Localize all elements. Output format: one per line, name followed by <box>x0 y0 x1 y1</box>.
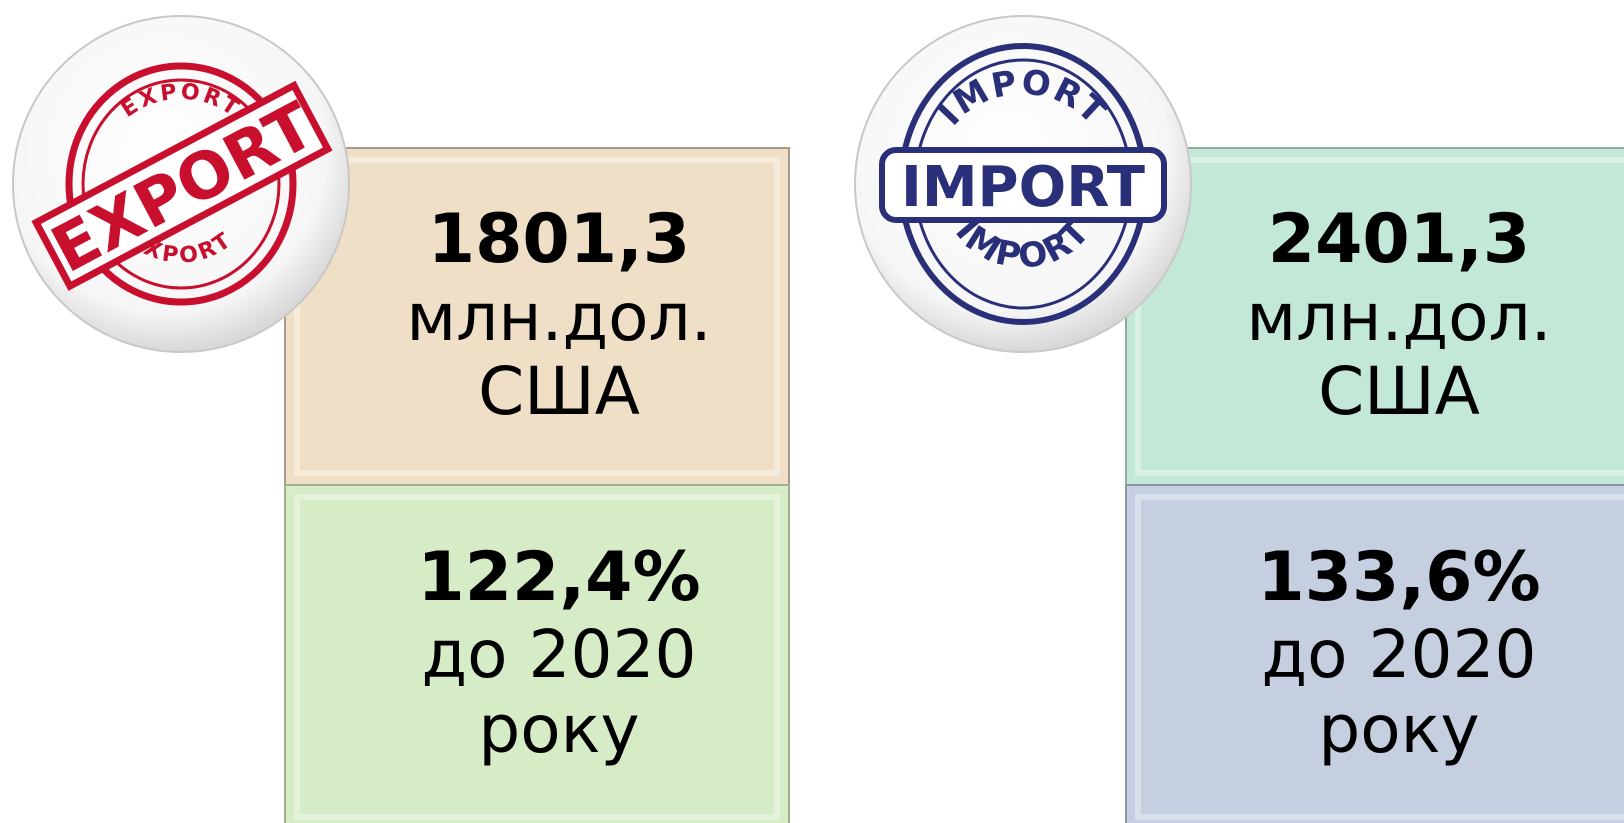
percent: 133,6% <box>1257 538 1540 617</box>
unit: млн.дол. <box>1246 279 1551 356</box>
value: 1801,3 <box>428 200 690 279</box>
infographic: 1801,3 млн.дол. США 122,4% до 2020 року … <box>0 0 1624 823</box>
compare: року <box>478 691 639 768</box>
unit: США <box>478 353 640 430</box>
import-stamp: IMPORT IMPORT IMPORT <box>855 16 1191 352</box>
export-panel: 1801,3 млн.дол. США 122,4% до 2020 року <box>285 148 789 823</box>
unit: млн.дол. <box>406 279 711 356</box>
export-stamp: EXPORT EXPORT EXPORT <box>13 16 349 352</box>
value: 2401,3 <box>1268 200 1530 279</box>
unit: США <box>1318 353 1480 430</box>
compare: до 2020 <box>1262 616 1537 693</box>
compare: до 2020 <box>422 616 697 693</box>
stamp-text: IMPORT <box>901 155 1145 220</box>
import-panel: 2401,3 млн.дол. США 133,6% до 2020 року <box>1126 148 1624 823</box>
percent: 122,4% <box>417 538 700 617</box>
compare: року <box>1318 691 1479 768</box>
